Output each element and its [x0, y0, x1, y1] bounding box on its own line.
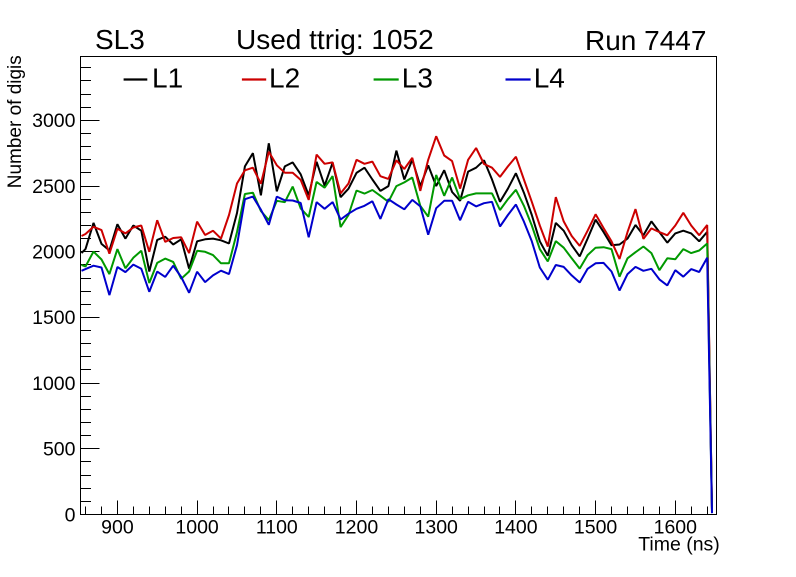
svg-text:2500: 2500 [32, 176, 76, 198]
svg-text:L4: L4 [534, 62, 565, 93]
svg-text:1100: 1100 [256, 517, 298, 539]
svg-text:Number of digis: Number of digis [5, 55, 26, 188]
svg-text:3000: 3000 [32, 110, 76, 132]
svg-text:1200: 1200 [335, 517, 379, 539]
svg-text:Used ttrig: 1052: Used ttrig: 1052 [236, 24, 434, 55]
svg-text:1600: 1600 [654, 517, 698, 539]
svg-text:L2: L2 [269, 62, 300, 93]
svg-text:2000: 2000 [32, 242, 76, 264]
svg-text:1000: 1000 [175, 517, 219, 539]
svg-text:0: 0 [65, 504, 76, 526]
svg-text:1500: 1500 [574, 517, 618, 539]
svg-text:L3: L3 [402, 62, 433, 93]
svg-text:500: 500 [43, 439, 76, 461]
svg-text:1300: 1300 [415, 517, 459, 539]
svg-text:900: 900 [101, 517, 134, 539]
svg-text:1000: 1000 [32, 373, 76, 395]
svg-text:L1: L1 [152, 62, 183, 93]
svg-text:SL3: SL3 [95, 24, 145, 55]
svg-text:Run 7447: Run 7447 [585, 25, 706, 56]
svg-text:1400: 1400 [494, 517, 538, 539]
svg-text:Time (ns): Time (ns) [638, 534, 720, 556]
svg-text:1500: 1500 [32, 307, 76, 329]
